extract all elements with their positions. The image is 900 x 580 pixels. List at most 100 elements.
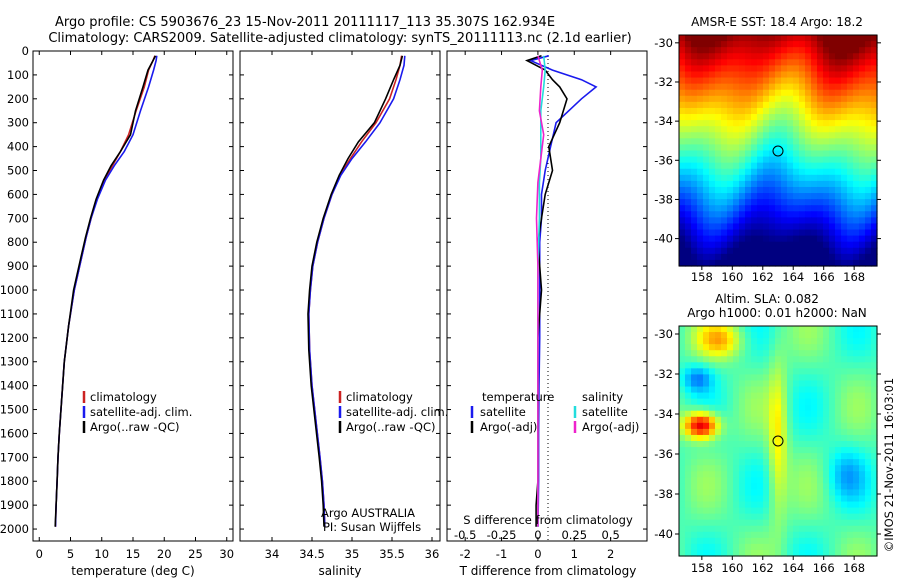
heatmap-cell — [697, 465, 704, 472]
heatmap-cell — [853, 41, 860, 48]
heatmap-cell — [829, 374, 836, 382]
heatmap-cell — [727, 162, 734, 170]
heatmap-cell — [871, 132, 878, 139]
heatmap-cell — [697, 537, 704, 545]
heatmap-cell — [721, 77, 728, 85]
heatmap-cell — [841, 205, 848, 212]
heatmap-cell — [865, 513, 872, 521]
heatmap-cell — [859, 471, 866, 478]
heatmap-cell — [679, 495, 686, 503]
salinity-series — [307, 55, 406, 527]
heatmap-cell — [727, 332, 734, 339]
heatmap-cell — [769, 434, 776, 442]
heatmap-cell — [835, 156, 842, 164]
heatmap-cell — [703, 41, 710, 48]
heatmap-cell — [787, 138, 794, 146]
heatmap-cell — [715, 71, 722, 79]
heatmap-cell — [745, 132, 752, 139]
heatmap-cell — [715, 410, 722, 418]
heatmap-cell — [799, 374, 806, 382]
heatmap-cell — [781, 441, 788, 448]
heatmap-cell — [859, 162, 866, 170]
heatmap-cell — [871, 101, 878, 109]
heatmap-cell — [859, 483, 866, 491]
heatmap-cell — [697, 344, 704, 351]
heatmap-cell — [835, 89, 842, 97]
heatmap-cell — [781, 380, 788, 388]
heatmap-cell — [805, 350, 812, 357]
heatmap-cell — [871, 477, 878, 484]
heatmap-cell — [847, 447, 854, 454]
heatmap-cell — [697, 35, 704, 42]
heatmap-cell — [769, 471, 776, 478]
heatmap-cell — [769, 428, 776, 436]
heatmap-cell — [847, 35, 854, 42]
heatmap-cell — [697, 180, 704, 188]
heatmap-cell — [775, 344, 782, 351]
heatmap-cell — [781, 537, 788, 545]
heatmap-cell — [679, 404, 686, 412]
heatmap-cell — [871, 519, 878, 527]
heatmap-cell — [691, 199, 698, 206]
heatmap-cell — [823, 344, 830, 351]
heatmap-cell — [721, 362, 728, 369]
heatmap-cell — [805, 513, 812, 521]
heatmap-cell — [787, 223, 794, 231]
heatmap-cell — [829, 398, 836, 406]
heatmap-cell — [757, 338, 764, 345]
heatmap-cell — [763, 89, 770, 97]
heatmap-cell — [679, 223, 686, 231]
heatmap-cell — [865, 368, 872, 376]
heatmap-cell — [871, 114, 878, 121]
heatmap-cell — [697, 326, 704, 333]
salinity-x-ticks: 34 34.5 35 35.5 36 — [265, 51, 439, 561]
heatmap-cell — [739, 235, 746, 243]
heatmap-cell — [763, 447, 770, 454]
heatmap-cell — [787, 549, 794, 557]
heatmap-cell — [871, 338, 878, 345]
heatmap-cell — [817, 513, 824, 521]
heatmap-cell — [781, 235, 788, 243]
heatmap-cell — [841, 531, 848, 539]
heatmap-cell — [769, 447, 776, 454]
heatmap-cell — [817, 507, 824, 515]
heatmap-cell — [733, 120, 740, 127]
heatmap-cell — [805, 392, 812, 400]
heatmap-cell — [721, 126, 728, 133]
heatmap-cell — [817, 229, 824, 237]
heatmap-cell — [871, 95, 878, 103]
heatmap-cell — [697, 199, 704, 206]
heatmap-cell — [697, 235, 704, 243]
heatmap-cell — [841, 362, 848, 369]
heatmap-cell — [793, 350, 800, 357]
heatmap-cell — [733, 95, 740, 103]
heatmap-cell — [841, 59, 848, 66]
depth-tick-label: 1800 — [0, 474, 29, 488]
heatmap-cell — [739, 386, 746, 394]
heatmap-cell — [715, 332, 722, 339]
heatmap-cell — [691, 507, 698, 515]
heatmap-cell — [859, 350, 866, 357]
heatmap-cell — [787, 459, 794, 466]
heatmap-cell — [733, 362, 740, 369]
heatmap-cell — [793, 199, 800, 206]
heatmap-cell — [685, 501, 692, 509]
depth-tick-label: 1200 — [0, 331, 29, 345]
heatmap-cell — [811, 374, 818, 382]
heatmap-cell — [805, 120, 812, 127]
heatmap-cell — [697, 144, 704, 152]
heatmap-cell — [793, 495, 800, 503]
heatmap-cell — [703, 89, 710, 97]
header-line-1: Argo profile: CS 5903676_23 15-Nov-2011 … — [55, 15, 555, 30]
temperature-xlabel: temperature (deg C) — [71, 564, 194, 578]
heatmap-cell — [841, 350, 848, 357]
heatmap-cell — [847, 53, 854, 60]
heatmap-cell — [691, 229, 698, 237]
heatmap-cell — [769, 441, 776, 448]
heatmap-cell — [853, 241, 860, 249]
heatmap-cell — [841, 477, 848, 484]
heatmap-cell — [775, 410, 782, 418]
heatmap-cell — [823, 404, 830, 412]
heatmap-cell — [733, 428, 740, 436]
heatmap-cell — [835, 138, 842, 146]
